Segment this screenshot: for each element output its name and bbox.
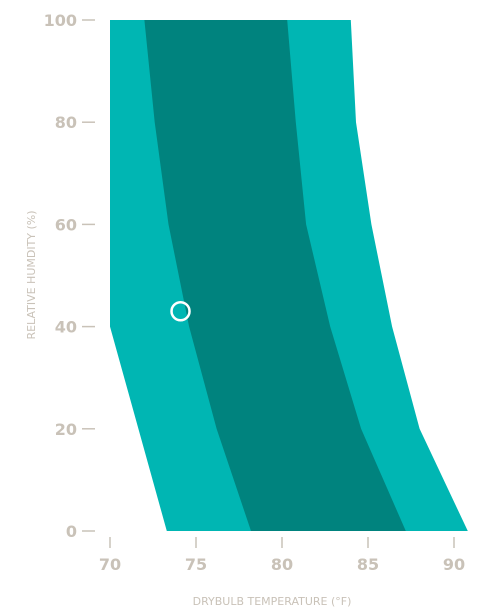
y-tick-label: 0	[66, 522, 77, 541]
y-axis-title: RELATIVE HUMDITY (%)	[25, 210, 38, 339]
markers-layer	[170, 301, 191, 322]
x-axis-title: DRYBULB TEMPERATURE (°F)	[193, 595, 352, 608]
x-tick-label: 80	[271, 555, 293, 574]
x-tick-label: 70	[99, 555, 121, 574]
current-condition-marker	[170, 301, 191, 322]
x-tick-label: 75	[185, 555, 207, 574]
y-tick-label: 20	[55, 420, 77, 439]
y-tick-label: 60	[55, 215, 77, 234]
y-tick-label: 100	[44, 11, 77, 30]
y-tick-label: 80	[55, 113, 77, 132]
zones-layer	[110, 20, 468, 531]
x-axis: 70 75 80 85 90	[99, 537, 465, 574]
x-tick-label: 90	[443, 555, 465, 574]
inner-comfort-zone	[144, 20, 406, 531]
x-tick-label: 85	[357, 555, 379, 574]
y-tick-label: 40	[55, 318, 77, 337]
y-axis: 0 20 40 60 80 100	[44, 11, 95, 541]
